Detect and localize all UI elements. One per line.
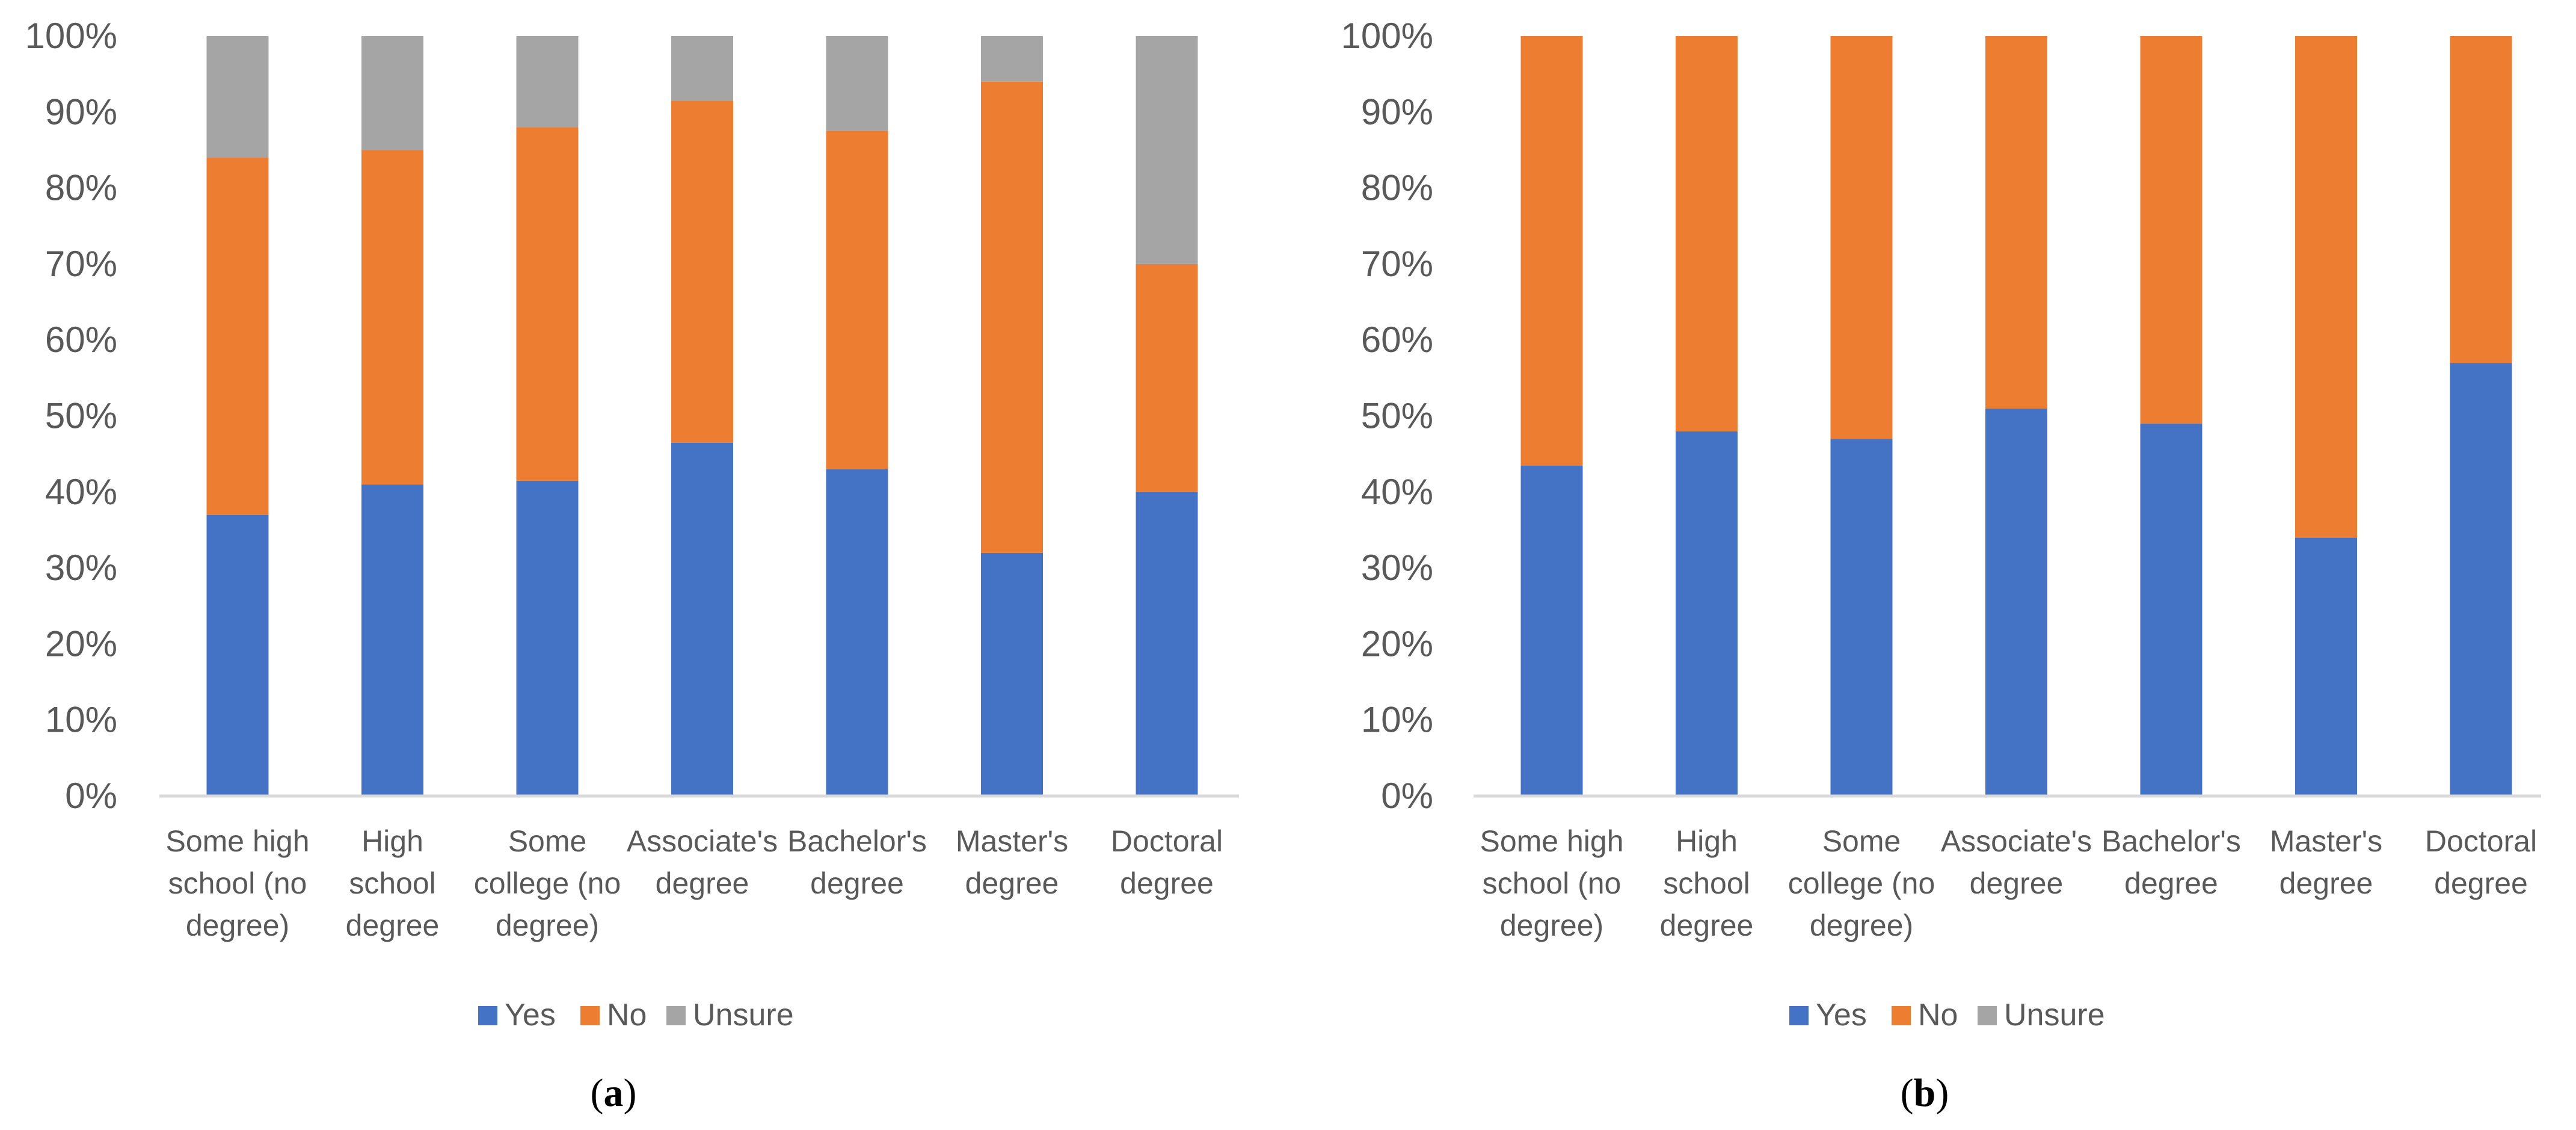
- y-tick-label: 60%: [45, 320, 117, 360]
- x-tick-label: Associate's degree: [1941, 824, 2092, 900]
- y-tick-label: 10%: [45, 700, 117, 740]
- y-tick-label: 30%: [1361, 548, 1433, 588]
- bar-segment-yes: [1520, 465, 1583, 796]
- y-tick-label: 20%: [1361, 623, 1433, 664]
- chart-panel-a: 0% 10% 20% 30% 40% 50% 60% 70% 80% 90% 100% Some hi…: [25, 16, 1239, 1115]
- bar-segment-no: [1985, 36, 2047, 409]
- x-tick-label: Some high school (no degree): [165, 824, 309, 942]
- y-tick-label: 70%: [1361, 244, 1433, 284]
- legend-swatch-yes: [478, 1006, 497, 1025]
- bar-segment-no: [1830, 36, 1893, 439]
- bar-segment-unsure: [361, 36, 423, 150]
- x-tick-label: Associate's degree: [627, 824, 778, 900]
- bar-segment-no: [826, 131, 888, 469]
- bar-segment-no: [981, 81, 1043, 553]
- bar-segment-yes: [2295, 537, 2357, 796]
- x-tick-label: Doctoral degree: [2425, 824, 2537, 900]
- bar-segment-no: [206, 158, 269, 515]
- y-tick-label: 100%: [1341, 16, 1433, 56]
- y-tick-label: 0%: [1381, 776, 1433, 816]
- legend-swatch-unsure: [666, 1006, 686, 1025]
- x-tick-label: Master's degree: [956, 824, 1068, 900]
- bar-segment-yes: [1676, 431, 1738, 796]
- x-tick-label: Doctoral degree: [1111, 824, 1223, 900]
- x-tick-label: Some college (no degree): [474, 824, 621, 942]
- x-tick-label: High school degree: [1660, 824, 1754, 942]
- legend-label-no: No: [607, 998, 647, 1033]
- bar-segment-no: [1676, 36, 1738, 431]
- y-tick-label: 100%: [25, 16, 117, 56]
- x-tick-label: Bachelor's degree: [787, 824, 927, 900]
- bar-segment-unsure: [826, 36, 888, 131]
- legend-label-unsure: Unsure: [693, 998, 794, 1033]
- bar-segment-yes: [981, 552, 1043, 796]
- bar-segment-yes: [516, 480, 579, 796]
- y-tick-label: 80%: [1361, 168, 1433, 208]
- bar-segment-yes: [2450, 363, 2512, 796]
- bar-segment-unsure: [981, 36, 1043, 82]
- legend-swatch-no: [1892, 1006, 1911, 1025]
- legend-swatch-no: [580, 1006, 600, 1025]
- chart-panel-b: 0% 10% 20% 30% 40% 50% 60% 70% 80% 90% 100% Some hi…: [1341, 16, 2541, 1115]
- bar-segment-no: [361, 150, 423, 485]
- legend-label-no: No: [1918, 998, 1958, 1033]
- y-tick-label: 10%: [1361, 700, 1433, 740]
- bar-segment-no: [516, 127, 579, 481]
- bar-segment-no: [2450, 36, 2512, 363]
- bar-segment-unsure: [1136, 36, 1198, 264]
- x-tick-label: Some high school (no degree): [1480, 824, 1623, 942]
- bar-segment-yes: [671, 442, 733, 796]
- legend-label-yes: Yes: [1816, 998, 1867, 1033]
- y-tick-label: 30%: [45, 548, 117, 588]
- y-tick-label: 80%: [45, 168, 117, 208]
- y-tick-label: 60%: [1361, 320, 1433, 360]
- bar-segment-no: [2140, 36, 2203, 424]
- bar-segment-yes: [826, 469, 888, 796]
- bar-segment-yes: [206, 514, 269, 796]
- y-tick-label: 50%: [45, 396, 117, 436]
- y-tick-label: 40%: [45, 472, 117, 512]
- x-tick-label: Master's degree: [2270, 824, 2382, 900]
- bar-segment-yes: [361, 484, 423, 796]
- bar-segment-unsure: [671, 36, 733, 101]
- panel-label: (a): [591, 1071, 637, 1115]
- bar-segment-no: [671, 100, 733, 443]
- x-tick-label: Bachelor's degree: [2101, 824, 2241, 900]
- legend-label-yes: Yes: [505, 998, 556, 1033]
- y-tick-label: 50%: [1361, 396, 1433, 436]
- legend-label-unsure: Unsure: [2004, 998, 2105, 1033]
- panel-label: (b): [1901, 1071, 1949, 1115]
- bar-segment-no: [2295, 36, 2357, 538]
- bar-segment-no: [1136, 264, 1198, 492]
- y-tick-label: 70%: [45, 244, 117, 284]
- bar-segment-yes: [1136, 492, 1198, 796]
- bar-segment-yes: [1985, 408, 2047, 796]
- y-tick-label: 0%: [65, 776, 117, 816]
- y-tick-label: 90%: [1361, 91, 1433, 132]
- x-tick-label: High school degree: [346, 824, 440, 942]
- legend-swatch-yes: [1789, 1006, 1809, 1025]
- bar-segment-yes: [1830, 439, 1893, 796]
- y-tick-label: 20%: [45, 623, 117, 664]
- bar-segment-unsure: [206, 36, 269, 158]
- legend-swatch-unsure: [1978, 1006, 1997, 1025]
- y-tick-label: 40%: [1361, 472, 1433, 512]
- y-tick-label: 90%: [45, 91, 117, 132]
- bar-segment-yes: [2140, 424, 2203, 796]
- bar-segment-unsure: [516, 36, 579, 128]
- bar-segment-no: [1520, 36, 1583, 466]
- x-tick-label: Some college (no degree): [1788, 824, 1935, 942]
